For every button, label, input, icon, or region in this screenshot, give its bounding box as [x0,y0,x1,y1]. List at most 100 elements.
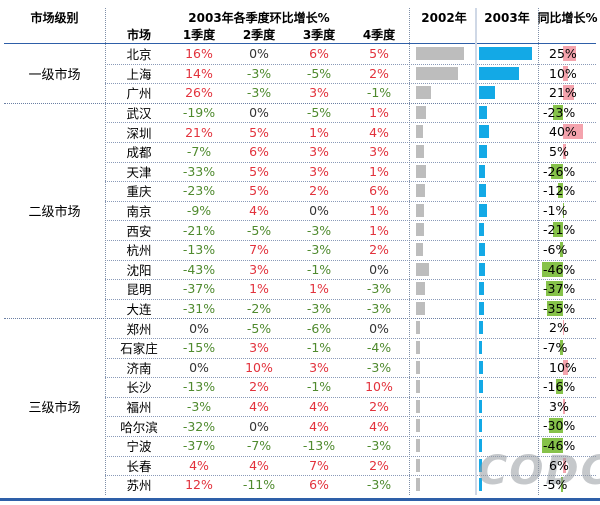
quarter-growth-cell: 1% [249,281,269,297]
quarter-growth-cell: -3% [246,65,272,81]
quarter-growth-cell: 1% [309,124,329,140]
quarter-growth-cell: -3% [366,438,392,454]
quarter-growth-cell: -1% [366,85,392,101]
quarter-growth-cell: -15% [182,340,216,356]
quarter-growth-cell: -3% [306,242,332,258]
table-row: 福州 -3% 4% 4% 2% 3% [4,397,596,417]
market-name: 福州 [126,400,152,416]
growth-bar [563,398,565,414]
quarter-growth-cell: 4% [249,399,269,415]
growth-bar [563,65,568,81]
row-divider [4,102,596,104]
bar-2003 [479,360,483,374]
growth-value: 21% [549,85,577,101]
quarter-growth-cell: 6% [369,183,389,199]
table-row: 郑州 0% -5% -6% 0% 2% [4,318,596,338]
quarter-growth-cell: 16% [185,46,213,62]
level-header: 市场级别 [30,11,79,26]
growth-bar [547,300,563,316]
quarter-growth-cell: 3% [309,85,329,101]
row-divider [105,396,596,398]
row-divider [105,142,596,143]
table-row: 天津 -33% 5% 3% 1% -26% [4,162,596,182]
row-divider [105,436,596,437]
growth-value: -16% [543,379,576,395]
market-name: 宁波 [126,439,152,455]
growth-bar [552,104,563,120]
quarter-growth-cell: 4% [189,457,209,473]
market-name: 沈阳 [126,262,152,278]
growth-bar [557,183,563,199]
quarter-growth-cell: -23% [182,183,216,199]
growth-value: 10% [549,359,577,375]
growth-value: 40% [549,124,577,140]
row-divider [105,83,596,85]
market-name: 杭州 [126,243,152,259]
growth-value: -1% [543,202,568,218]
bar-2002 [416,243,424,256]
table-row: 南京 -9% 4% 0% 1% -1% [4,201,596,221]
quarter-growth-cell: 7% [309,457,329,473]
quarter-growth-cell: 10% [365,379,393,395]
quarter-growth-cell: 3% [249,340,269,356]
bottom-rule [0,498,600,501]
quarter-growth-cell: -3% [366,281,392,297]
market-name: 武汉 [126,106,152,122]
bar-2003 [479,478,482,492]
growth-bar [560,242,563,257]
row-divider [105,63,596,65]
quarter-growth-cell: -1% [306,379,332,395]
bar-2002 [416,125,424,139]
table-row: 重庆 -23% 5% 2% 6% -12% [4,181,596,201]
growth-value: -35% [543,300,576,316]
bar-2002 [416,164,427,178]
quarter-growth-cell: 5% [249,183,269,199]
bar-2003 [479,47,532,60]
column-divider [538,8,539,495]
growth-value: -21% [543,222,576,238]
bar-2002 [416,47,464,60]
market-name: 成都 [126,145,152,161]
bar-2003 [479,399,483,413]
bar-2003 [479,380,483,394]
quarter-growth-cell: 4% [249,457,269,473]
q2-header: 2季度 [242,28,276,43]
growth-bar [546,281,563,297]
table-row: 宁波 -37% -7% -13% -3% -46% [4,436,596,456]
growth-bar [563,124,583,140]
quarter-growth-cell: 3% [249,261,269,277]
quarter-growth-cell: 3% [369,144,389,160]
market-name: 广州 [126,86,152,102]
q3-header: 3季度 [302,28,336,43]
quarter-growth-cell: 2% [369,457,389,473]
growth-bar [560,477,563,493]
quarter-growth-cell: 0% [249,105,269,121]
quarter-growth-cell: -21% [182,222,216,238]
q4-header: 4季度 [362,28,396,43]
quarter-growth-cell: 4% [249,203,269,219]
quarter-growth-cell: -3% [366,359,392,375]
growth-bar [542,261,563,277]
row-divider [105,122,596,124]
bar-2002 [416,203,425,217]
quarter-growth-cell: 1% [369,222,389,238]
growth-bar [542,438,563,453]
bar-2003 [479,105,488,119]
column-divider [475,8,477,495]
growth-bar [549,418,563,434]
row-divider [105,455,596,457]
market-name: 北京 [126,47,152,63]
table-row: 上海 14% -3% -5% 2% 10% [4,64,596,84]
q1-header: 1季度 [182,28,216,43]
market-name: 哈尔滨 [120,419,158,435]
quarter-growth-cell: 2% [369,242,389,258]
growth-value: 2% [549,320,569,336]
quarter-growth-cell: 21% [185,124,213,140]
quarter-growth-cell: -5% [306,65,332,81]
bar-2002 [416,145,425,158]
quarter-growth-cell: 3% [309,359,329,375]
market-name: 长春 [126,458,152,474]
quarter-growth-cell: 1% [309,281,329,297]
growth-bar [563,46,576,61]
year-2003-header: 2003年 [484,11,530,26]
